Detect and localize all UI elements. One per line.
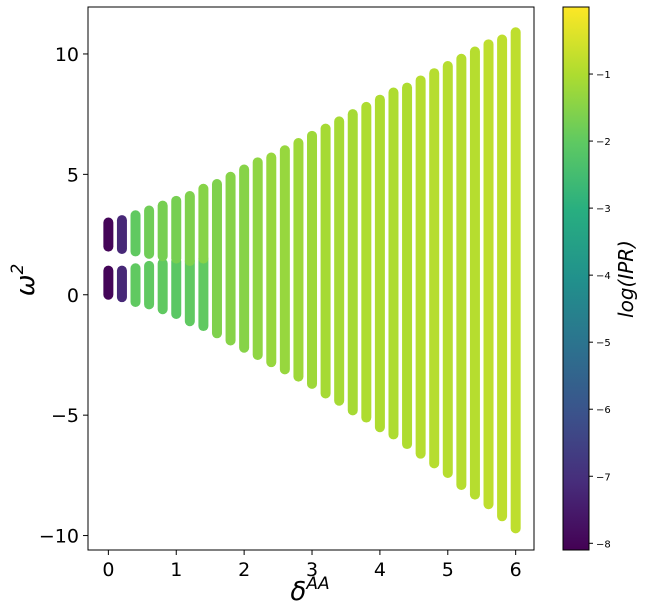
scatter-band	[171, 195, 182, 264]
x-axis-label-superscript: AA	[305, 574, 329, 594]
scatter-band	[225, 171, 236, 346]
scatter-band	[144, 205, 155, 259]
x-tick-label: 6	[510, 559, 522, 581]
colorbar-tick-label: −7	[596, 472, 611, 483]
colorbar-label: log(IPR)	[614, 240, 638, 318]
y-tick-label: −5	[51, 405, 79, 427]
scatter-band	[103, 265, 114, 300]
scatter-band	[442, 60, 453, 478]
colorbar-tick-label: −1	[596, 70, 611, 81]
scatter-band	[157, 258, 168, 315]
colorbar-tick-label: −6	[596, 405, 611, 416]
colorbar-ticks: −1 −2 −3 −4 −5 −6 −7 −8	[589, 70, 611, 550]
scatter-band	[252, 157, 263, 360]
scatter-band	[469, 46, 480, 500]
x-tick-label: 3	[306, 559, 318, 581]
scatter-band	[320, 123, 331, 399]
scatter-band	[144, 260, 155, 310]
x-axis: 0 1 2 3 4 5 6	[102, 550, 522, 581]
scatter-band	[510, 27, 521, 534]
scatter-band	[307, 130, 318, 389]
scatter-band	[361, 101, 372, 423]
scatter-band	[130, 263, 141, 307]
scatter-band	[388, 87, 399, 440]
scatter-band	[415, 75, 426, 459]
scatter-band	[266, 152, 277, 368]
colorbar-tick-label: −5	[596, 338, 611, 349]
x-tick-label: 0	[102, 559, 114, 581]
y-axis-label-superscript: 2	[8, 264, 28, 275]
scatter-band	[279, 145, 290, 375]
scatter-band	[198, 253, 209, 332]
scatter-band	[334, 116, 345, 406]
colorbar-tick-label: −8	[596, 539, 611, 550]
scatter-band	[483, 39, 494, 510]
x-axis-label-base: δ	[290, 577, 306, 607]
scatter-band	[103, 217, 114, 252]
scatter-marks	[103, 27, 521, 534]
y-axis: −10 −5 0 5 10	[39, 44, 88, 548]
scatter-band	[374, 94, 385, 433]
colorbar-tick-label: −3	[596, 204, 611, 215]
scatter-band	[157, 200, 168, 262]
scatter-band	[293, 138, 304, 382]
scatter-band	[347, 109, 358, 416]
scatter-band	[456, 53, 467, 490]
colorbar-gradient	[562, 6, 590, 551]
x-tick-label: 5	[442, 559, 454, 581]
scatter-band	[171, 256, 182, 320]
scatter-band	[116, 215, 127, 255]
x-axis-label: δAA	[290, 574, 329, 607]
scatter-band	[211, 178, 222, 339]
y-tick-label: 0	[67, 285, 79, 307]
plot-area	[87, 6, 535, 551]
x-tick-label: 1	[170, 559, 182, 581]
y-tick-label: 5	[67, 164, 79, 186]
plot-frame	[87, 6, 535, 551]
scatter-band	[130, 210, 141, 257]
x-tick-label: 2	[238, 559, 250, 581]
scatter-band	[184, 191, 195, 267]
scatter-band	[198, 183, 209, 264]
y-tick-label: −10	[39, 526, 79, 548]
colorbar: −1 −2 −3 −4 −5 −6 −7 −8 log(IPR)	[562, 6, 638, 551]
scatter-band	[116, 265, 127, 303]
scatter-band	[402, 82, 413, 450]
y-axis-label-base: ω	[11, 275, 41, 297]
colorbar-tick-label: −4	[596, 271, 611, 282]
scatter-band	[184, 256, 195, 327]
scatter-band	[239, 164, 250, 353]
scatter-band	[497, 34, 508, 522]
colorbar-tick-label: −2	[596, 137, 611, 148]
y-axis-label: ω2	[8, 264, 41, 297]
x-tick-label: 4	[374, 559, 386, 581]
y-tick-label: 10	[55, 44, 79, 66]
scatter-band	[429, 68, 440, 469]
